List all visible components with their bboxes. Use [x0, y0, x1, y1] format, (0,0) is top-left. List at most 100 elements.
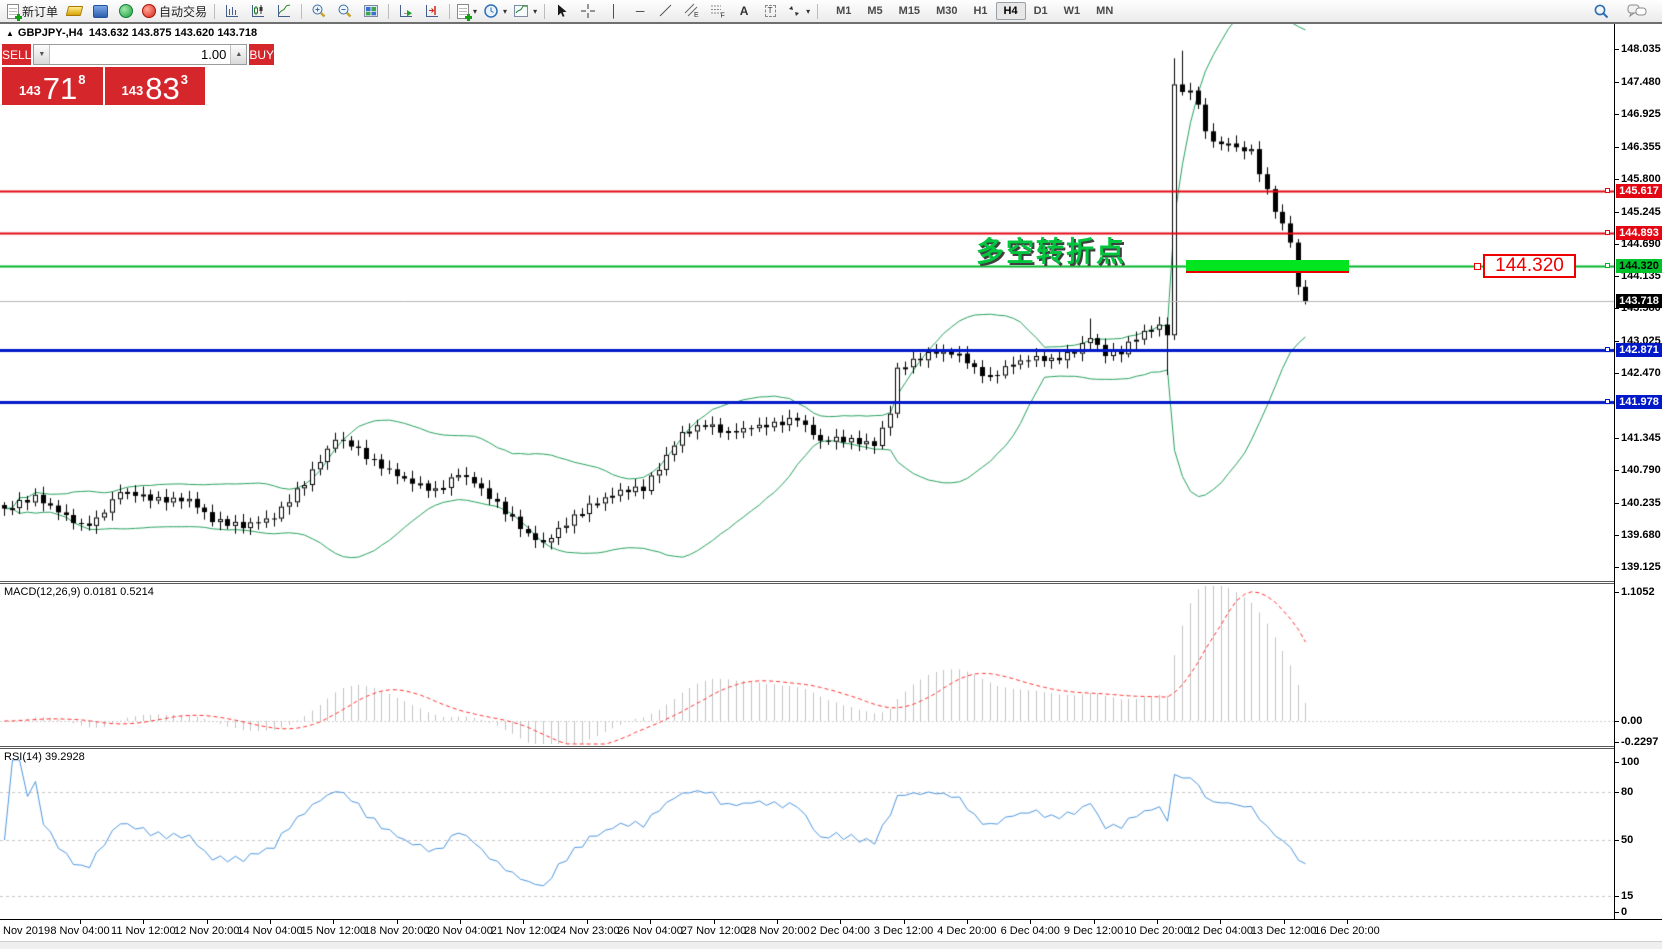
macd-pane-canvas[interactable] — [0, 584, 1614, 746]
signals-button[interactable] — [113, 1, 139, 21]
support-zone-bar[interactable] — [1186, 260, 1349, 273]
cursor-tool-button[interactable] — [549, 1, 575, 21]
price-level-label: 144.893 — [1616, 225, 1662, 240]
chat-icon — [1627, 4, 1647, 18]
search-button[interactable] — [1588, 1, 1614, 21]
templates-button[interactable]: ▾ — [510, 1, 540, 21]
level-anchor[interactable] — [1605, 229, 1610, 235]
chat-button[interactable] — [1624, 1, 1650, 21]
main-chart-canvas[interactable] — [0, 24, 1614, 581]
toolbar-separator — [214, 3, 216, 19]
pane-divider[interactable] — [0, 746, 1662, 749]
time-label: 24 Nov 23:00 — [554, 925, 620, 937]
buy-price-button[interactable]: 143 83 3 — [104, 67, 205, 105]
candlestick-chart-button[interactable] — [245, 1, 271, 21]
time-label: 16 Dec 20:00 — [1314, 925, 1380, 937]
level-anchor[interactable] — [1605, 399, 1610, 405]
price-axis[interactable]: 148.035 147.480 146.925 146.355 145.800 145.2… — [1614, 24, 1662, 919]
time-label: 6 Dec 04:00 — [1000, 925, 1060, 937]
chart-shift-button[interactable] — [419, 1, 445, 21]
horizontal-line-tool-button[interactable]: ─ — [627, 1, 653, 21]
time-label: 4 Dec 20:00 — [937, 925, 997, 937]
price-tick: 50 — [1615, 834, 1633, 846]
level-anchor[interactable] — [1605, 347, 1610, 353]
price-tick: 0 — [1615, 906, 1627, 918]
equidistant-channel-tool-button[interactable]: E — [679, 1, 705, 21]
vertical-line-tool-button[interactable]: │ — [601, 1, 627, 21]
time-label: 12 Nov 20:00 — [173, 925, 240, 937]
time-tick — [650, 920, 651, 924]
price-tick: 145.800 — [1615, 173, 1661, 185]
timeframe-m5[interactable]: M5 — [867, 5, 883, 17]
line-chart-button[interactable] — [271, 1, 297, 21]
templates-icon — [514, 5, 529, 17]
time-label: 12 Dec 04:00 — [1187, 925, 1254, 937]
price-level-label: 144.320 — [1616, 259, 1662, 274]
price-tick: 100 — [1615, 756, 1639, 768]
timeframe-m1[interactable]: M1 — [836, 5, 852, 17]
price-tick: 142.470 — [1615, 367, 1661, 379]
price-tick: 141.345 — [1615, 432, 1661, 444]
timeframe-w1[interactable]: W1 — [1063, 5, 1081, 17]
trendline-tool-button[interactable] — [653, 1, 679, 21]
text-icon: A — [739, 4, 749, 18]
time-label: 3 Dec 12:00 — [873, 925, 934, 937]
time-tick — [1220, 920, 1221, 924]
indicators-button[interactable]: ▾ — [454, 1, 480, 21]
time-label: 20 Nov 04:00 — [427, 925, 493, 937]
zoom-in-button[interactable] — [306, 1, 332, 21]
buy-button[interactable]: BUY — [249, 44, 275, 65]
indicators-icon — [457, 3, 473, 21]
periods-caret-icon: ▾ — [503, 6, 508, 16]
timeframe-mn[interactable]: MN — [1096, 5, 1114, 17]
timeframe-m30[interactable]: M30 — [936, 5, 958, 17]
crosshair-tool-button[interactable] — [575, 1, 601, 21]
bar-chart-button[interactable] — [219, 1, 245, 21]
price-tick: 147.480 — [1615, 76, 1661, 88]
text-label-tool-button[interactable]: T — [757, 1, 783, 21]
timeframe-m15[interactable]: M15 — [898, 5, 921, 17]
sell-price-button[interactable]: 143 71 8 — [2, 67, 103, 105]
timeframe-h4[interactable]: H4 — [995, 2, 1026, 20]
level-anchor[interactable] — [1605, 263, 1610, 269]
level-anchor[interactable] — [1605, 187, 1610, 193]
bar-chart-icon — [226, 5, 239, 17]
volume-input[interactable] — [50, 45, 231, 64]
autotrading-button[interactable]: 自动交易 — [139, 1, 210, 21]
periods-button[interactable]: ▾ — [480, 1, 510, 21]
collapse-panel-icon[interactable]: ▲ — [6, 29, 14, 38]
toolbar-separator — [449, 3, 451, 19]
sell-price-main: 71 — [42, 71, 78, 106]
timeframe-d1[interactable]: D1 — [1033, 5, 1048, 17]
buy-price-prefix: 143 — [121, 83, 144, 98]
time-label: 8 Nov 04:00 — [50, 925, 110, 937]
tile-windows-button[interactable] — [358, 1, 384, 21]
volume-increase-button[interactable]: ▲ — [230, 45, 247, 64]
volume-decrease-button[interactable]: ▼ — [34, 45, 51, 64]
auto-scroll-button[interactable] — [393, 1, 419, 21]
sell-button[interactable]: SELL — [2, 44, 32, 65]
price-level-label: 142.871 — [1616, 343, 1662, 358]
text-tool-button[interactable]: A — [731, 1, 757, 21]
rsi-pane-canvas[interactable] — [0, 749, 1614, 919]
price-tick: 140.235 — [1615, 497, 1661, 509]
vertical-line-icon: │ — [610, 4, 618, 18]
fibonacci-tool-button[interactable]: F — [705, 1, 731, 21]
metaeditor-button[interactable] — [61, 1, 87, 21]
pane-divider[interactable] — [0, 581, 1662, 584]
timeframe-h1[interactable]: H1 — [973, 5, 988, 17]
toolbar-separator — [817, 3, 819, 19]
svg-text:E: E — [694, 12, 699, 19]
new-order-button[interactable]: 新订单 — [4, 1, 61, 21]
turning-point-annotation[interactable]: 多空转折点 — [976, 235, 1127, 268]
time-axis[interactable]: Nov 2019 8 Nov 04:00 11 Nov 12:00 12 Nov 20… — [0, 920, 1662, 940]
terminal-button[interactable] — [87, 1, 113, 21]
arrows-tool-button[interactable]: ▾ — [783, 1, 813, 21]
zoom-out-button[interactable] — [332, 1, 358, 21]
line-chart-icon — [278, 4, 291, 17]
auto-scroll-icon — [400, 5, 413, 17]
tile-windows-icon — [364, 5, 379, 17]
price-callout[interactable]: 144.320 — [1483, 254, 1576, 278]
